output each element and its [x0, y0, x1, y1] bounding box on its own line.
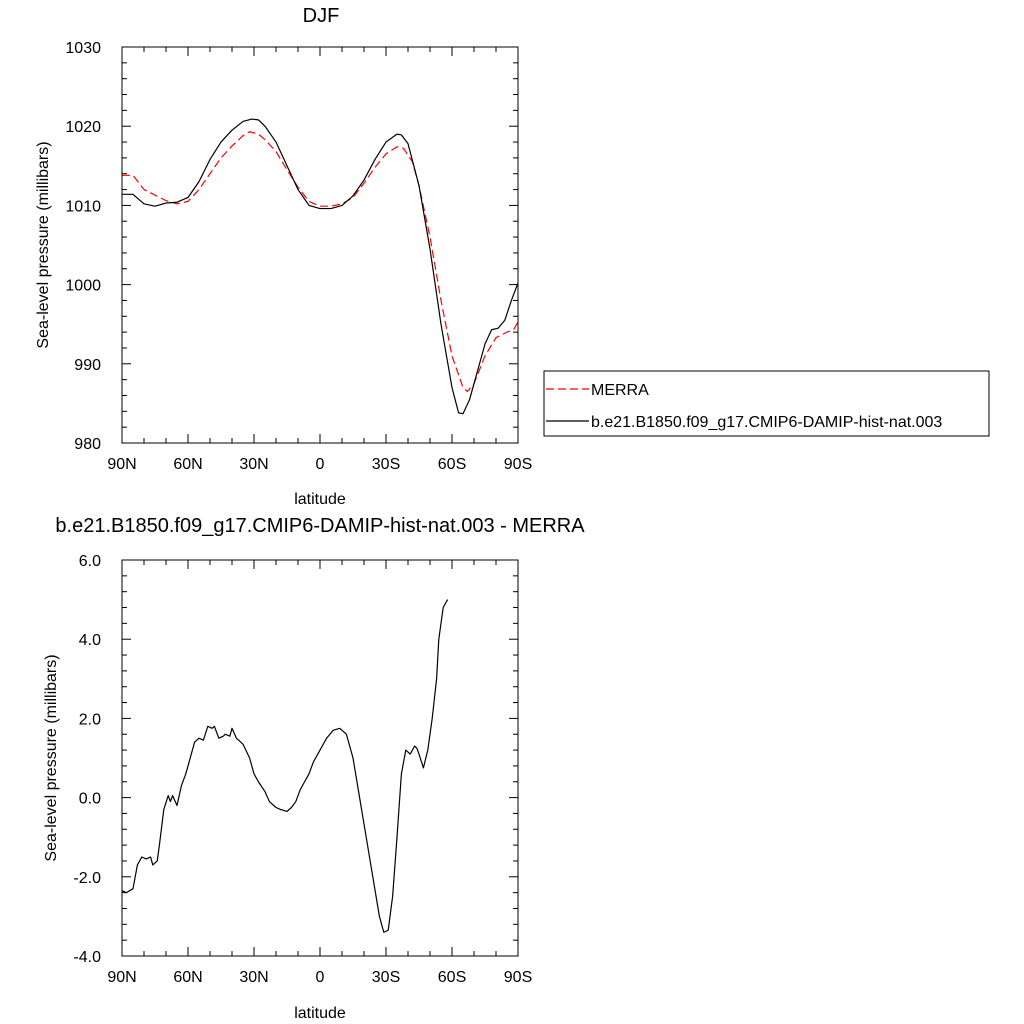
top-xtick-label: 60S — [438, 456, 466, 473]
bottom-xtick-label: 30N — [239, 969, 268, 986]
top-chart-title: DJF — [303, 5, 340, 27]
bottom-ytick-label: 2.0 — [79, 711, 101, 728]
bottom-xtick-label: 90S — [504, 969, 532, 986]
top-xtick-label: 90N — [107, 456, 136, 473]
top-ytick-label: 1030 — [65, 40, 101, 57]
bottom-ytick-label: -2.0 — [73, 870, 101, 887]
top-xtick-label: 90S — [504, 456, 532, 473]
legend-label-merra: MERRA — [591, 382, 649, 399]
bottom-series-line-0 — [122, 599, 449, 933]
top-chart-panel: DJF 90N 60N 30N 0 30S 60S 90S 980 990 1000 1010 102… — [35, 5, 532, 508]
top-ytick-label: 980 — [74, 436, 101, 453]
bottom-xtick-label: 90N — [107, 969, 136, 986]
bottom-ytick-label: 0.0 — [79, 791, 101, 808]
bottom-xtick-label: 60S — [438, 969, 466, 986]
bottom-chart-panel: b.e21.B1850.f09_g17.CMIP6-DAMIP-hist-nat… — [43, 515, 585, 1022]
top-xtick-label: 0 — [316, 456, 325, 473]
legend: MERRA b.e21.B1850.f09_g17.CMIP6-DAMIP-hi… — [543, 370, 990, 437]
legend-box — [543, 370, 990, 437]
bottom-chart-xlabel: latitude — [294, 1005, 346, 1022]
bottom-ytick-label: -4.0 — [73, 949, 101, 966]
top-chart-frame — [121, 46, 519, 444]
top-series-line-1 — [122, 118, 518, 415]
top-xtick-label: 30S — [372, 456, 400, 473]
top-chart-ylabel: Sea-level pressure (millibars) — [35, 141, 52, 348]
bottom-xtick-label: 60N — [173, 969, 202, 986]
top-ytick-label: 1000 — [65, 278, 101, 295]
top-xtick-label: 60N — [173, 456, 202, 473]
top-chart-xlabel: latitude — [294, 491, 346, 508]
top-ytick-label: 1020 — [65, 119, 101, 136]
top-ytick-label: 990 — [74, 357, 101, 374]
bottom-chart-title: b.e21.B1850.f09_g17.CMIP6-DAMIP-hist-nat… — [55, 515, 585, 537]
top-series-line-0 — [122, 131, 518, 393]
top-ytick-label: 1010 — [65, 198, 101, 215]
top-xtick-label: 30N — [239, 456, 268, 473]
bottom-xtick-label: 0 — [316, 969, 325, 986]
bottom-chart-frame — [121, 559, 519, 957]
bottom-ytick-label: 4.0 — [79, 632, 101, 649]
bottom-ytick-label: 6.0 — [79, 553, 101, 570]
bottom-xtick-label: 30S — [372, 969, 400, 986]
legend-label-model: b.e21.B1850.f09_g17.CMIP6-DAMIP-hist-nat… — [591, 414, 942, 431]
bottom-chart-ylabel: Sea-level pressure (millibars) — [43, 654, 60, 861]
